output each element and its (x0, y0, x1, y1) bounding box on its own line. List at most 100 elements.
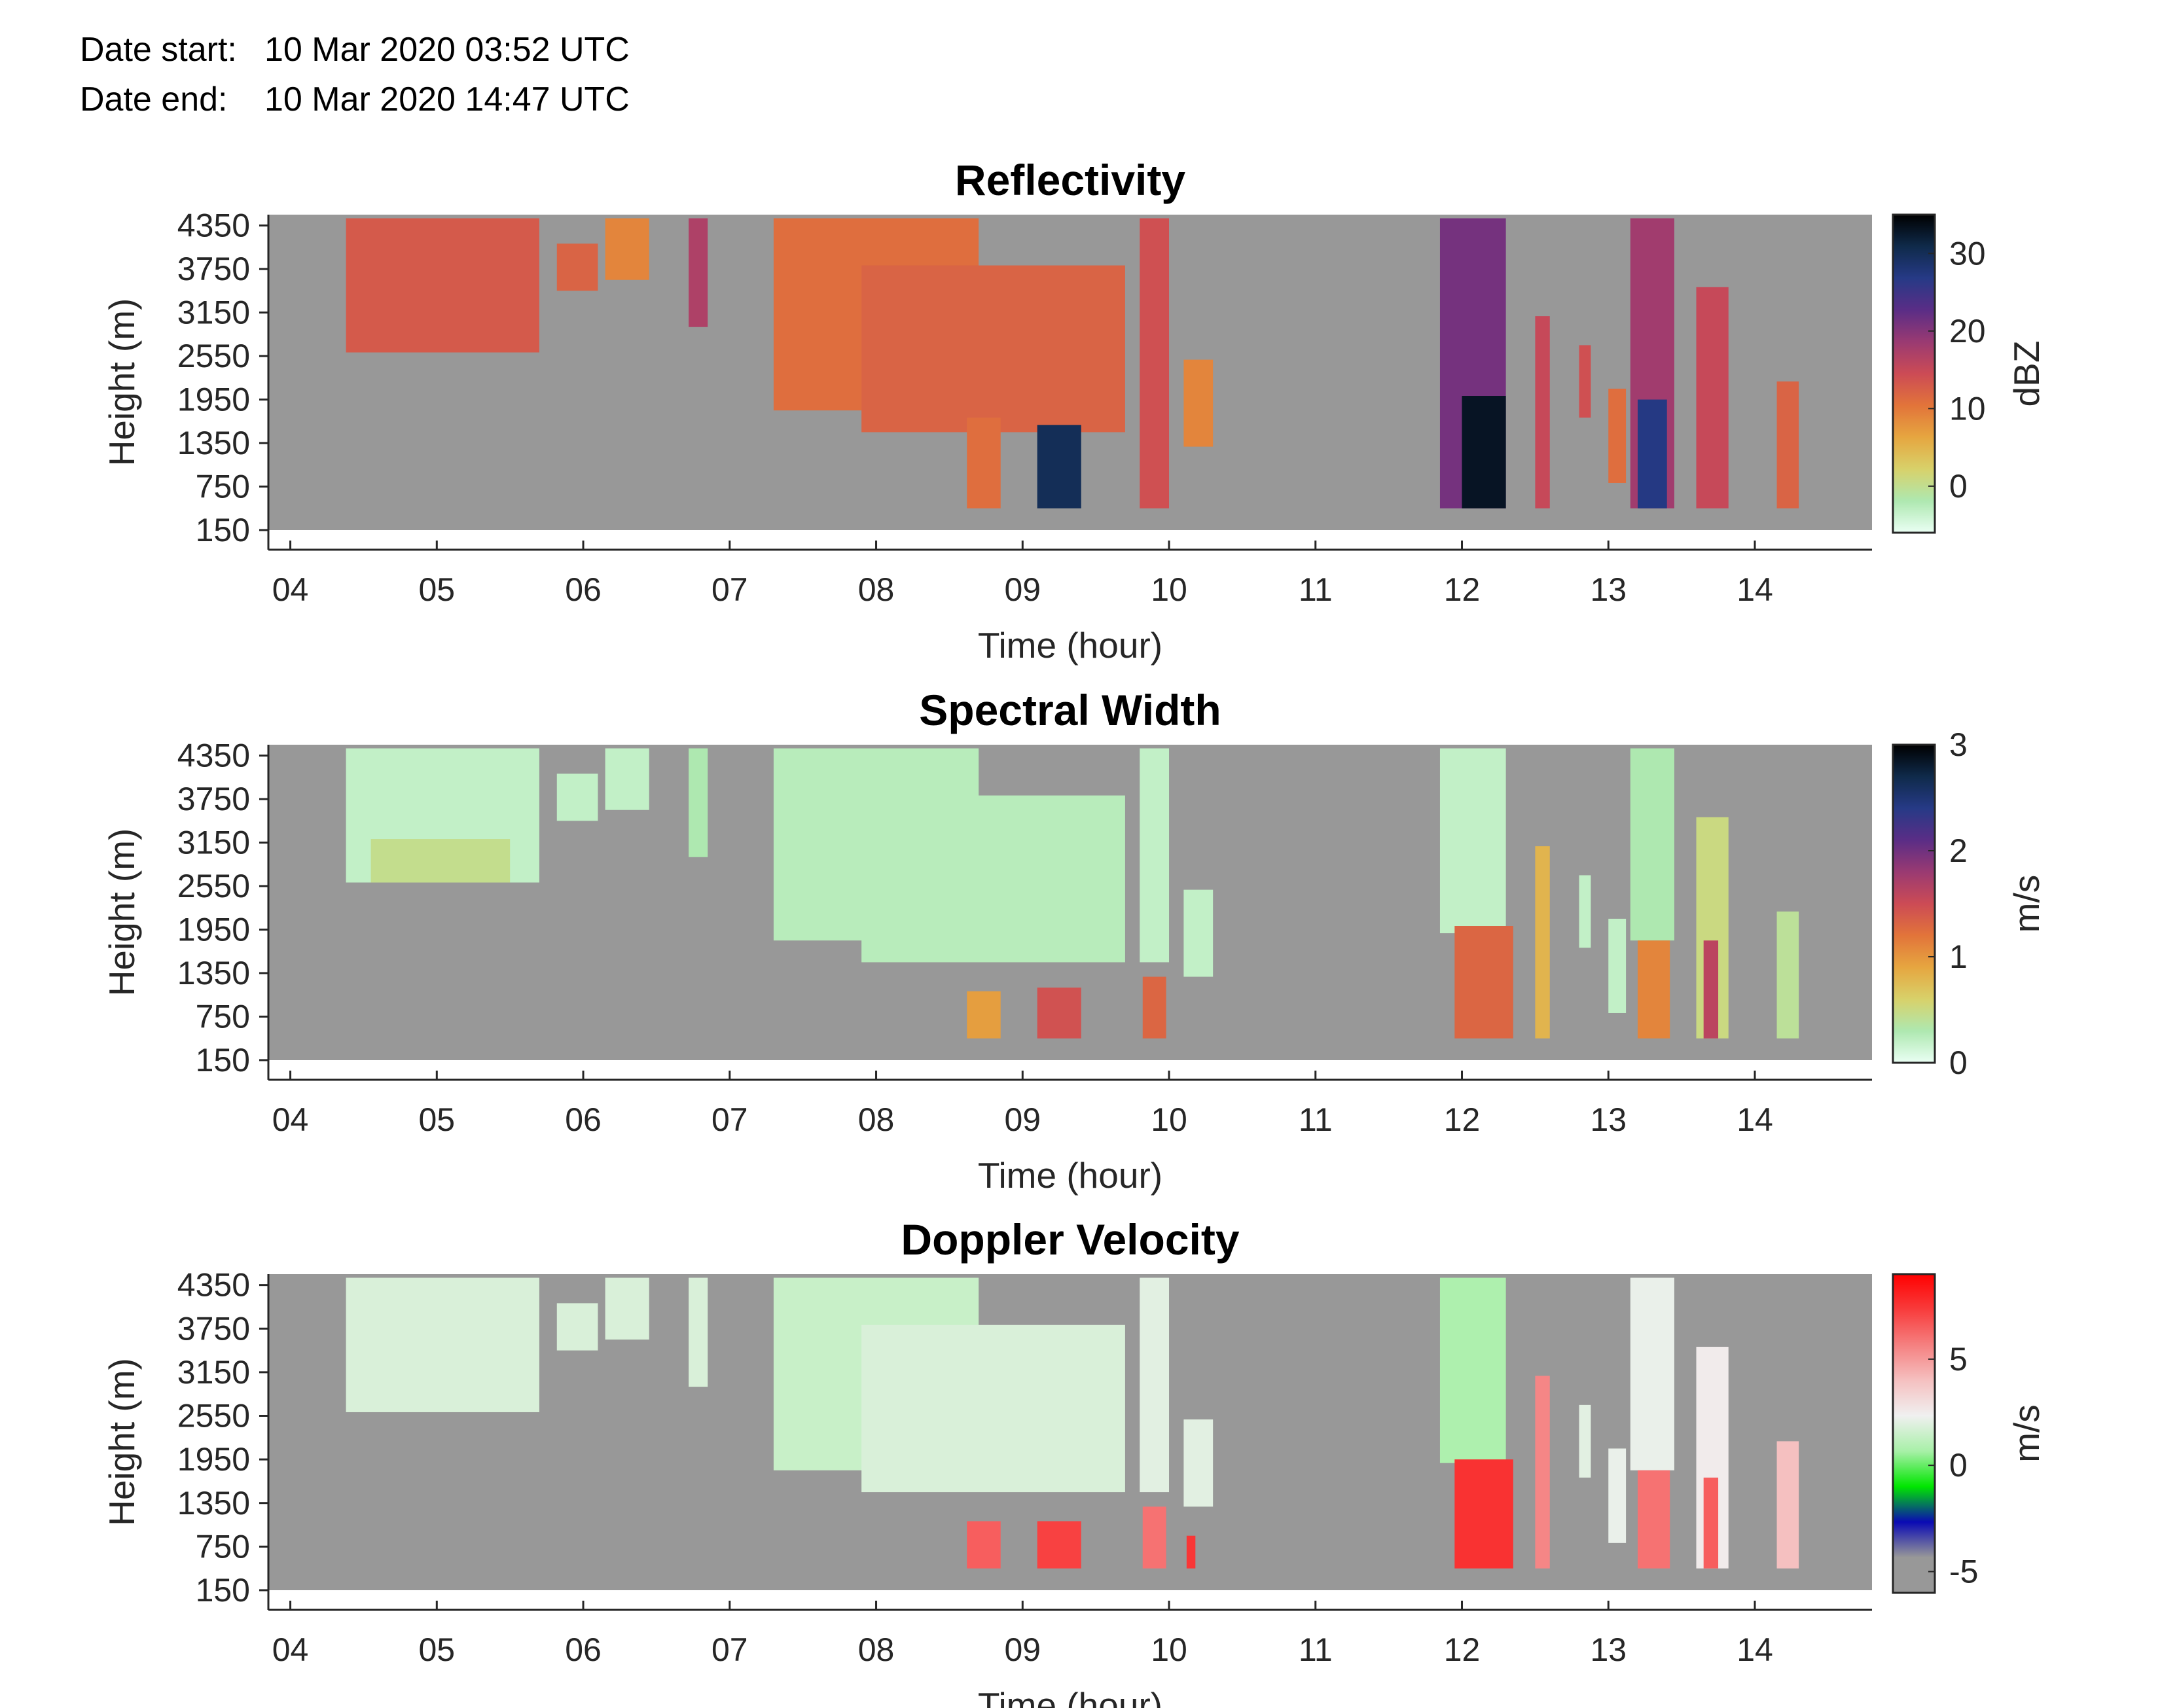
heatmap-cell (1183, 889, 1214, 977)
x-tick-label: 04 (272, 1631, 309, 1668)
x-tick-label: 10 (1151, 571, 1187, 608)
x-tick-label: 10 (1151, 1101, 1187, 1138)
x-tick-label: 12 (1444, 1631, 1481, 1668)
heatmap-cell (1696, 287, 1729, 508)
y-tick-label: 750 (196, 469, 250, 505)
heatmap-cell (1183, 359, 1214, 447)
y-tick-label: 3750 (177, 251, 250, 287)
heatmap-cell (1439, 1277, 1506, 1463)
date-end-row: Date end: 10 Mar 2020 14:47 UTC (80, 75, 630, 124)
heatmap-cell (1579, 875, 1591, 948)
x-tick-label: 05 (418, 571, 455, 608)
spectral-width-panel: Spectral Width 150 750 1350 1950 2550 3150 3750… (101, 686, 2047, 1196)
y-tick-label: 150 (196, 1042, 250, 1078)
heatmap-cell (967, 991, 1001, 1039)
y-tick-label: 3750 (177, 1310, 250, 1347)
heatmap-cell (1579, 345, 1591, 418)
x-tick-label: 07 (711, 571, 748, 608)
heatmap-cell (556, 243, 598, 291)
colorbar (1892, 1273, 1936, 1594)
colorbar (1892, 213, 1936, 534)
heatmap-cell (1608, 918, 1627, 1013)
y-axis-label: Height (m) (101, 828, 142, 997)
x-tick-label: 12 (1444, 571, 1481, 608)
heatmap-cell (1703, 940, 1719, 1039)
date-header: Date start: 10 Mar 2020 03:52 UTC Date en… (80, 25, 630, 124)
heatmap-cell (1142, 1506, 1166, 1569)
colorbar-tick-label: 0 (1949, 468, 1968, 505)
y-tick-label: 4350 (177, 1267, 250, 1304)
y-tick-label: 150 (196, 512, 250, 548)
x-tick-label: 07 (711, 1631, 748, 1668)
x-tick-label: 08 (858, 1101, 895, 1138)
heatmap-cell (556, 1303, 598, 1351)
heatmap-cell (1462, 396, 1506, 508)
y-tick-label: 3150 (177, 294, 250, 331)
heatmap-cell (1608, 1448, 1627, 1543)
heatmap-cell (370, 839, 511, 883)
heatmap-cell (1186, 1535, 1196, 1569)
x-tick-label: 11 (1299, 571, 1333, 608)
heatmap-cell (1776, 1441, 1799, 1569)
y-tick-label: 3150 (177, 1354, 250, 1391)
x-axis-label: Time (hour) (978, 1685, 1162, 1708)
heatmap-cell (1703, 1477, 1719, 1569)
x-tick-label: 09 (1004, 571, 1041, 608)
heatmap-cell (1454, 1459, 1513, 1569)
heatmap-cell (346, 1277, 539, 1412)
heatmap-cell (1535, 846, 1550, 1039)
heatmap-cell (689, 218, 708, 327)
heatmap-cell (861, 795, 1125, 963)
y-tick-label: 1950 (177, 912, 250, 948)
x-tick-label: 14 (1737, 571, 1773, 608)
x-tick-label: 13 (1590, 1631, 1627, 1668)
colorbar-tick-label: 1 (1949, 938, 1968, 975)
heatmap-cell (1638, 940, 1670, 1039)
y-axis-label: Height (m) (101, 1358, 142, 1526)
heatmap-cell (1579, 1404, 1591, 1478)
colorbar (1892, 743, 1936, 1064)
colorbar-tick-label: 3 (1949, 726, 1968, 763)
heatmap-cell (861, 1325, 1125, 1493)
colorbar-tick-label: -5 (1949, 1554, 1978, 1590)
x-tick-label: 04 (272, 571, 309, 608)
date-end-label: Date end: (80, 80, 228, 118)
y-tick-label: 4350 (177, 207, 250, 244)
x-tick-label: 04 (272, 1101, 309, 1138)
colorbar-tick-label: 5 (1949, 1341, 1968, 1378)
x-axis-label: Time (hour) (978, 1155, 1162, 1196)
x-tick-label: 08 (858, 1631, 895, 1668)
colorbar-tick-label: 0 (1949, 1044, 1968, 1081)
y-tick-label: 4350 (177, 738, 250, 774)
heatmap-cell (1183, 1419, 1214, 1507)
y-tick-label: 750 (196, 999, 250, 1035)
y-tick-label: 750 (196, 1528, 250, 1565)
y-tick-label: 1350 (177, 955, 250, 991)
colorbar-tick-label: 0 (1949, 1447, 1968, 1484)
heatmap-cell (1037, 987, 1081, 1039)
heatmap-cell (556, 774, 598, 821)
heatmap-cell (967, 418, 1001, 508)
x-tick-label: 07 (711, 1101, 748, 1138)
colorbar-tick-label: 2 (1949, 832, 1968, 869)
heatmap-cell (1140, 748, 1170, 963)
x-tick-label: 11 (1299, 1631, 1333, 1668)
colorbar-label: dBZ (2006, 341, 2047, 407)
x-tick-label: 11 (1299, 1101, 1333, 1138)
x-tick-label: 12 (1444, 1101, 1481, 1138)
y-tick-label: 150 (196, 1572, 250, 1609)
heatmap-cell (1638, 1470, 1670, 1569)
heatmap-cell (1439, 748, 1506, 934)
reflectivity-panel: Reflectivity 150 750 1350 1950 2550 3150 3750 43… (101, 156, 2047, 666)
y-tick-label: 1350 (177, 425, 250, 461)
heatmap-cell (1454, 926, 1513, 1039)
y-tick-label: 2550 (177, 338, 250, 374)
panel-title: Doppler Velocity (901, 1215, 1239, 1264)
y-tick-label: 1950 (177, 382, 250, 418)
doppler-velocity-panel: Doppler Velocity150750135019502550315037… (101, 1215, 2047, 1708)
heatmap-cell (861, 265, 1125, 433)
y-tick-label: 2550 (177, 1398, 250, 1434)
heatmap-cell (689, 748, 708, 857)
y-tick-label: 3750 (177, 781, 250, 817)
heatmap-cell (605, 1277, 649, 1340)
